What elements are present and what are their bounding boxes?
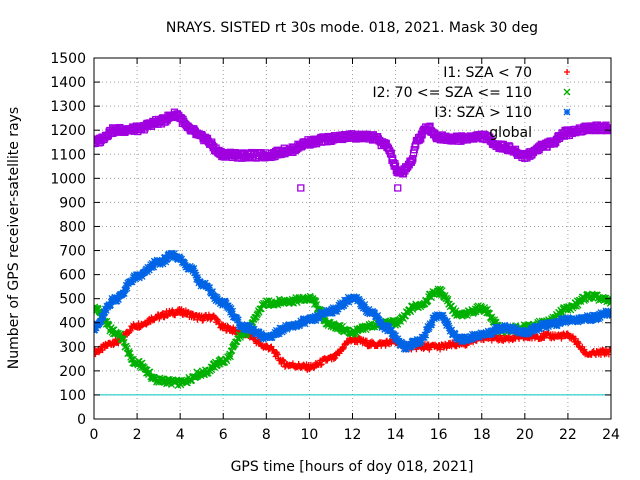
chart-title: NRAYS. SISTED rt 30s mode. 018, 2021. Ma…: [166, 20, 538, 36]
legend-label: I2: 70 <= SZA <= 110: [372, 85, 532, 101]
y-tick-label: 300: [59, 340, 86, 356]
legend-label: I1: SZA < 70: [443, 65, 532, 81]
series-layer: [94, 108, 611, 390]
y-tick-label: 1300: [50, 99, 86, 115]
series-0-point: [268, 343, 275, 350]
series-0-point: [274, 351, 281, 358]
y-tick-label: 1400: [50, 75, 86, 91]
x-tick-label: 14: [387, 427, 405, 443]
x-tick-label: 16: [430, 427, 448, 443]
series-0-point: [280, 357, 287, 364]
x-tick-label: 2: [133, 427, 142, 443]
series-0-point: [127, 327, 134, 334]
series-0-point: [541, 334, 548, 341]
series-2-point: [123, 284, 131, 292]
y-tick-label: 800: [59, 219, 86, 235]
series-0-point: [317, 361, 324, 368]
y-tick-label: 900: [59, 195, 86, 211]
y-tick-label: 200: [59, 364, 86, 380]
y-tick-label: 1100: [50, 147, 86, 163]
y-tick-label: 100: [59, 388, 86, 404]
series-2-point: [229, 307, 237, 315]
x-tick-label: 22: [559, 427, 577, 443]
x-tick-label: 18: [473, 427, 491, 443]
y-tick-label: 400: [59, 316, 86, 332]
y-tick-label: 700: [59, 244, 86, 260]
y-tick-label: 1000: [50, 171, 86, 187]
y-tick-label: 600: [59, 268, 86, 284]
x-tick-label: 6: [219, 427, 228, 443]
series-0-point: [99, 347, 106, 354]
series-0-point: [318, 361, 325, 368]
x-tick-label: 10: [301, 427, 319, 443]
series-0-point: [279, 356, 286, 363]
series-0-point: [340, 346, 347, 353]
legend-marker: [563, 108, 571, 116]
x-tick-label: 0: [90, 427, 99, 443]
series-0-point: [345, 339, 352, 346]
x-tick-label: 8: [262, 427, 271, 443]
y-tick-label: 0: [77, 412, 86, 428]
x-tick-label: 4: [176, 427, 185, 443]
x-tick-label: 20: [516, 427, 534, 443]
series-0-point: [453, 343, 460, 350]
y-tick-label: 1200: [50, 123, 86, 139]
y-tick-label: 1500: [50, 51, 86, 67]
legend-label: I3: SZA > 110: [434, 105, 532, 121]
y-tick-label: 500: [59, 292, 86, 308]
x-axis-label: GPS time [hours of doy 018, 2021]: [231, 459, 474, 475]
x-tick-label: 24: [602, 427, 620, 443]
series-0-point: [340, 344, 347, 351]
series-0-point: [363, 337, 370, 344]
x-tick-label: 12: [344, 427, 362, 443]
series-0-point: [437, 346, 444, 353]
series-0-point: [215, 317, 222, 324]
series-0-point: [516, 335, 523, 342]
series-2-point: [234, 316, 242, 324]
legend-label: global: [489, 125, 532, 141]
y-axis-label: Number of GPS receiver-satellite rays: [6, 107, 22, 369]
